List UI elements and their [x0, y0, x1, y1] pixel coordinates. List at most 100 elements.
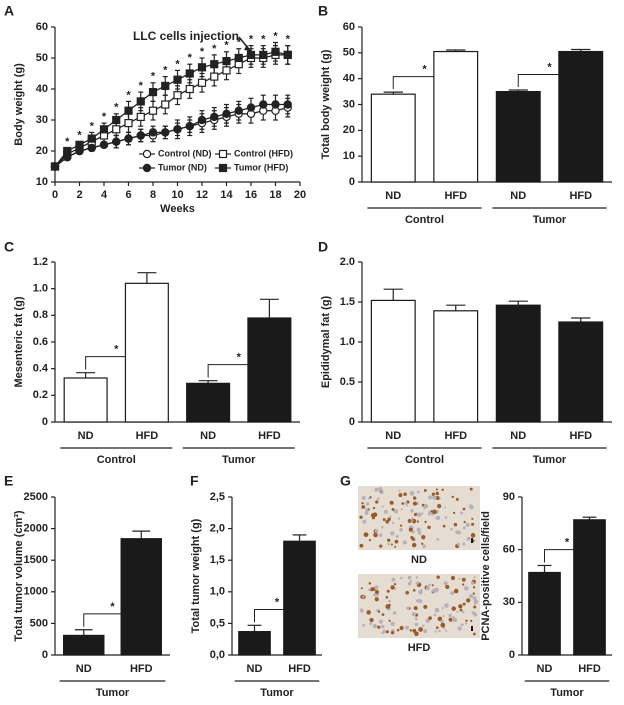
- cell-nucleus: [417, 512, 422, 517]
- cell-nucleus: [416, 599, 420, 603]
- group-label: Control: [405, 214, 444, 226]
- panel-label: G: [340, 473, 351, 489]
- cell-nucleus: [394, 539, 399, 544]
- cell-nucleus: [418, 627, 423, 632]
- cell-nucleus: [431, 584, 434, 587]
- cell-nucleus: [427, 525, 431, 530]
- cell-nucleus: [369, 622, 373, 626]
- y-tick-label: 40: [343, 73, 355, 85]
- annotation: LLC cells injection: [133, 29, 239, 43]
- y-tick-label: 10: [36, 176, 48, 188]
- cell-nucleus: [462, 602, 466, 606]
- cell-nucleus: [380, 624, 385, 629]
- significance-star: *: [102, 111, 107, 123]
- group-label: Tumor: [533, 214, 567, 226]
- cell-nucleus: [359, 608, 364, 613]
- marker: [112, 115, 121, 125]
- marker: [112, 137, 121, 146]
- marker: [136, 131, 145, 140]
- cell-nucleus: [412, 628, 417, 633]
- cell-nucleus: [472, 592, 475, 595]
- cell-nucleus: [415, 576, 419, 579]
- marker: [222, 56, 231, 66]
- bar: [495, 304, 541, 423]
- cell-nucleus: [428, 583, 432, 587]
- cell-nucleus: [412, 589, 416, 592]
- significance-star: *: [175, 58, 180, 70]
- cell-nucleus: [374, 529, 379, 533]
- cell-nucleus: [390, 621, 395, 626]
- cell-nucleus: [385, 630, 389, 634]
- cell-nucleus: [417, 531, 422, 535]
- panel-label: B: [318, 3, 328, 19]
- cell-nucleus: [462, 583, 465, 586]
- significance-star: *: [110, 601, 115, 613]
- x-tick-label: HFD: [569, 190, 592, 202]
- marker: [271, 47, 280, 56]
- bar: [247, 317, 292, 423]
- significance-star: *: [273, 30, 278, 42]
- bar: [124, 282, 169, 423]
- cell-nucleus: [393, 583, 397, 586]
- x-tick-label: ND: [537, 663, 553, 675]
- cell-nucleus: [414, 617, 418, 621]
- legend-label: Control (HFD): [234, 148, 293, 158]
- cell-nucleus: [473, 602, 476, 605]
- cell-nucleus: [401, 502, 405, 505]
- cell-nucleus: [369, 618, 374, 623]
- marker: [142, 163, 152, 173]
- cell-nucleus: [458, 577, 461, 580]
- cell-nucleus: [452, 616, 455, 619]
- x-tick-label: 20: [294, 189, 306, 201]
- y-tick-label: 1.2: [33, 256, 48, 268]
- cell-nucleus: [368, 538, 372, 542]
- cell-nucleus: [460, 623, 464, 627]
- cell-nucleus: [432, 495, 437, 500]
- cell-nucleus: [437, 616, 443, 622]
- cell-nucleus: [468, 504, 474, 509]
- cell-nucleus: [425, 586, 430, 591]
- cell-nucleus: [359, 543, 364, 548]
- cell-nucleus: [370, 587, 375, 592]
- micrograph: [358, 486, 480, 550]
- y-tick-label: 0: [509, 649, 515, 661]
- cell-nucleus: [412, 501, 418, 506]
- significance-star: *: [212, 43, 217, 55]
- cell-nucleus: [445, 585, 450, 590]
- marker: [283, 100, 292, 109]
- cell-nucleus: [374, 590, 379, 594]
- marker: [185, 121, 194, 131]
- cell-nucleus: [388, 619, 391, 622]
- significance-star: *: [126, 89, 131, 101]
- cell-nucleus: [413, 496, 417, 500]
- cell-nucleus: [413, 513, 417, 517]
- marker: [197, 115, 207, 125]
- cell-nucleus: [378, 486, 383, 492]
- y-tick-label: 0.5: [340, 376, 355, 388]
- significance-star: *: [200, 46, 205, 58]
- x-tick-label: 8: [150, 189, 156, 201]
- cell-nucleus: [418, 590, 423, 595]
- panel-label: D: [318, 239, 328, 255]
- cell-nucleus: [473, 605, 477, 609]
- cell-nucleus: [436, 575, 440, 579]
- significance-star: *: [565, 537, 570, 549]
- cell-nucleus: [463, 520, 466, 524]
- cell-nucleus: [361, 502, 364, 505]
- y-tick-label: 0.4: [33, 363, 49, 375]
- marker: [148, 128, 158, 137]
- cell-nucleus: [362, 595, 365, 598]
- cell-nucleus: [373, 588, 376, 591]
- cell-nucleus: [387, 517, 391, 522]
- y-tick-label: 60: [343, 21, 355, 33]
- x-tick-label: ND: [385, 430, 401, 442]
- bar: [495, 90, 541, 183]
- marker: [197, 78, 207, 87]
- x-tick-label: ND: [76, 663, 92, 675]
- marker: [148, 106, 158, 115]
- cell-nucleus: [469, 594, 473, 599]
- cell-nucleus: [373, 532, 378, 538]
- cell-nucleus: [428, 495, 433, 500]
- cell-nucleus: [400, 576, 403, 580]
- y-tick-label: 0,0: [210, 649, 225, 661]
